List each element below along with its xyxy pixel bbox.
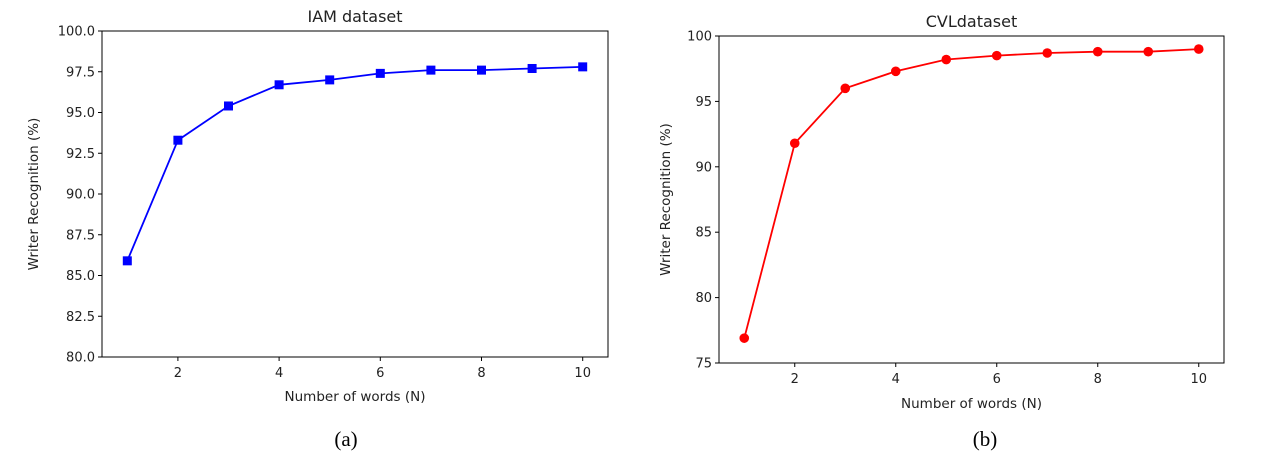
data-point <box>375 68 385 78</box>
data-point <box>224 101 233 111</box>
chart-title: IAM dataset <box>307 7 402 26</box>
y-tick-label: 95.0 <box>66 106 95 121</box>
y-tick-label: 80.0 <box>66 351 95 366</box>
chart-title: CVLdataset <box>926 12 1018 31</box>
y-tick-label: 90.0 <box>66 188 95 203</box>
y-tick-label: 80 <box>695 291 712 306</box>
data-point <box>325 75 335 85</box>
x-tick-label: 8 <box>477 366 485 381</box>
data-point <box>578 62 588 72</box>
data-point <box>477 65 486 75</box>
x-axis-label: Number of words (N) <box>285 389 426 405</box>
figure-caption: (b) <box>973 427 998 451</box>
data-point <box>173 135 183 145</box>
data-point <box>890 66 901 77</box>
y-tick-label: 85 <box>695 226 712 241</box>
chart-iam: 80.0 82.5 85.0 87.5 90.0 92.5 95.0 97.5 100.0 2 4 6… <box>26 7 609 451</box>
y-tick-label: 97.5 <box>66 65 95 80</box>
data-point <box>789 138 800 149</box>
y-tick-label: 100 <box>687 30 712 45</box>
data-point <box>1092 46 1103 57</box>
data-point <box>840 83 851 94</box>
data-point <box>1042 48 1053 58</box>
x-tick-label: 6 <box>376 366 384 381</box>
x-tick-label: 10 <box>574 366 591 381</box>
x-tick-label: 10 <box>1190 372 1207 387</box>
x-tick-label: 6 <box>993 372 1001 387</box>
chart-cvl: 75 80 85 90 95 100 2 4 6 8 10 CVLdataset Number of w… <box>658 12 1225 451</box>
x-tick-label: 4 <box>892 372 900 387</box>
figure-caption: (a) <box>334 427 357 451</box>
y-tick-label: 82.5 <box>66 310 95 325</box>
data-point <box>1143 46 1154 57</box>
plot-frame <box>718 35 1225 364</box>
data-point <box>122 256 132 266</box>
y-tick-label: 90 <box>695 160 712 175</box>
x-tick-label: 2 <box>791 372 799 387</box>
y-axis-label: Writer Recognition (%) <box>658 123 674 276</box>
data-point <box>274 80 284 90</box>
data-point <box>991 50 1002 61</box>
y-axis-label: Writer Recognition (%) <box>26 118 42 271</box>
x-tick-label: 2 <box>174 366 182 381</box>
data-point <box>527 63 537 73</box>
plot-frame <box>101 30 609 358</box>
x-tick-label: 8 <box>1094 372 1102 387</box>
y-tick-label: 92.5 <box>66 147 95 162</box>
x-axis-label: Number of words (N) <box>901 396 1042 412</box>
y-tick-label: 100.0 <box>58 25 95 40</box>
y-tick-label: 75 <box>695 357 712 372</box>
data-point <box>1193 44 1204 54</box>
series-line <box>126 66 583 262</box>
y-tick-label: 85.0 <box>66 269 95 284</box>
data-point <box>739 333 750 343</box>
data-point <box>941 54 952 65</box>
x-tick-label: 4 <box>275 366 283 381</box>
series-line <box>743 48 1199 339</box>
data-point <box>426 65 436 75</box>
y-tick-label: 87.5 <box>66 228 95 243</box>
y-tick-label: 95 <box>695 95 712 110</box>
